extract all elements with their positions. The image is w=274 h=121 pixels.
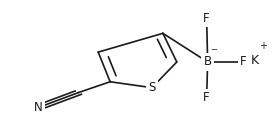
Text: N: N — [34, 101, 43, 114]
Text: S: S — [148, 81, 156, 94]
Text: −: − — [210, 45, 217, 55]
Text: F: F — [240, 56, 247, 68]
Text: +: + — [259, 41, 267, 51]
Text: K: K — [250, 53, 258, 67]
Text: F: F — [203, 91, 210, 104]
Text: F: F — [203, 12, 210, 25]
Text: B: B — [204, 56, 212, 68]
